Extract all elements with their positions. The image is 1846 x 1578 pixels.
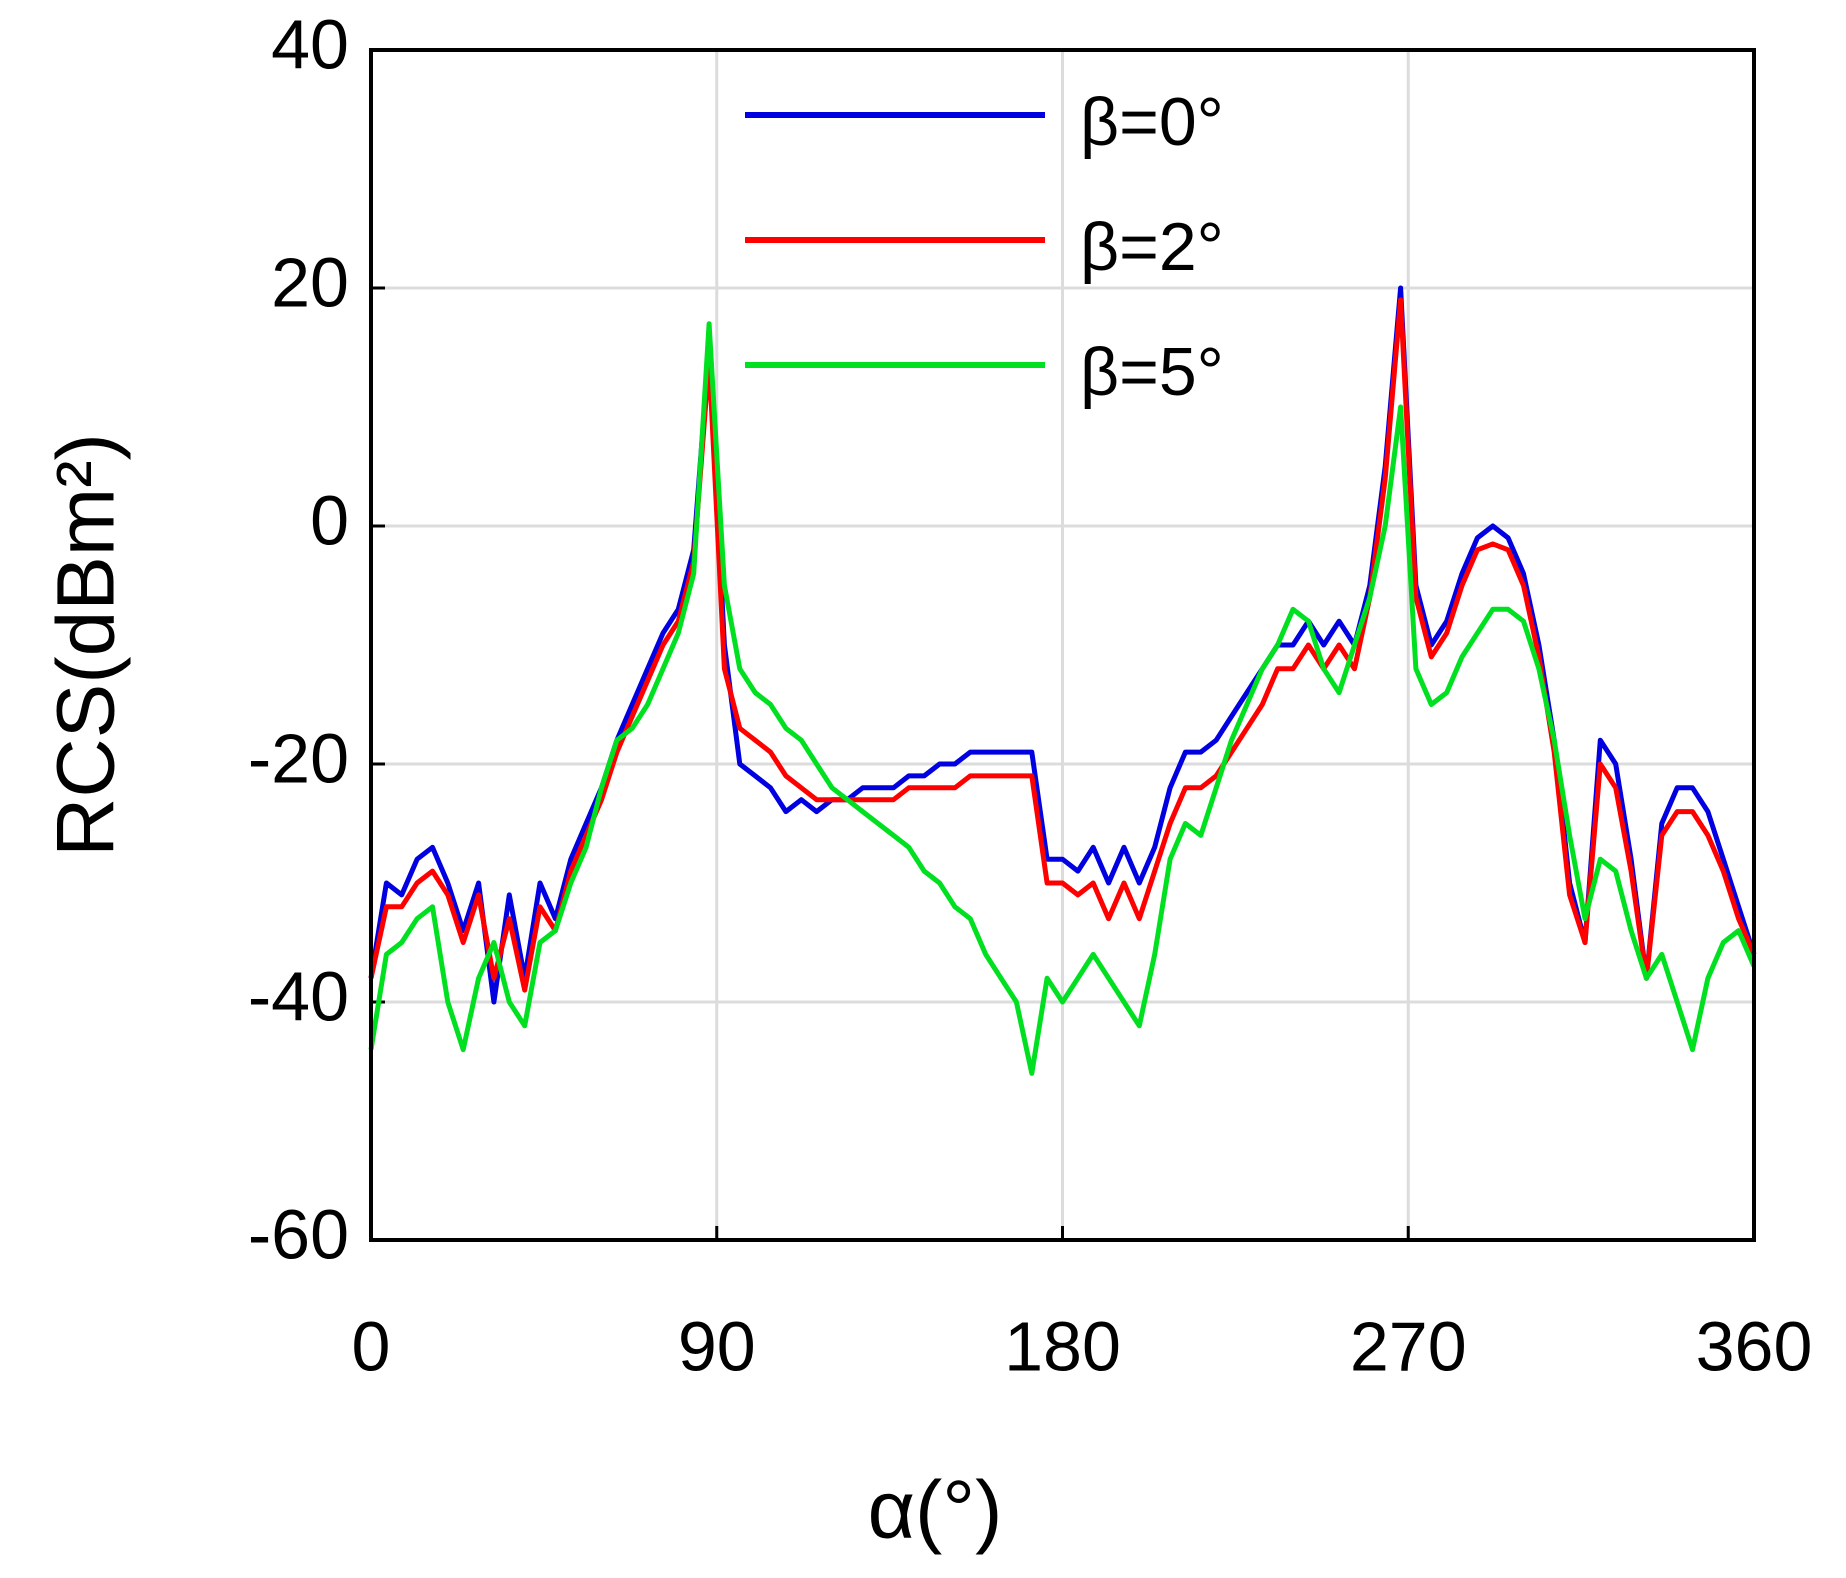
y-tick-label: -20 — [248, 719, 349, 797]
y-tick-label: 40 — [271, 5, 349, 83]
legend-label: β=0° — [1080, 84, 1224, 160]
y-tick-label: -40 — [248, 957, 349, 1035]
y-tick-label: 20 — [271, 243, 349, 321]
legend-label: β=5° — [1080, 334, 1224, 410]
data-line — [368, 297, 1757, 993]
legend-label: β=2° — [1080, 209, 1224, 285]
data-line — [368, 321, 1757, 1076]
y-axis-label: RCS(dBm²) — [41, 433, 132, 857]
x-tick-label: 0 — [352, 1307, 391, 1385]
plot-frame — [369, 48, 1756, 1242]
y-tick-label: -60 — [248, 1195, 349, 1273]
x-tick-label: 270 — [1350, 1307, 1467, 1385]
x-axis-label: α(°) — [868, 1465, 1003, 1556]
x-tick-label: 360 — [1696, 1307, 1813, 1385]
y-tick-label: 0 — [310, 481, 349, 559]
x-tick-label: 90 — [678, 1307, 756, 1385]
x-tick-label: 180 — [1004, 1307, 1121, 1385]
